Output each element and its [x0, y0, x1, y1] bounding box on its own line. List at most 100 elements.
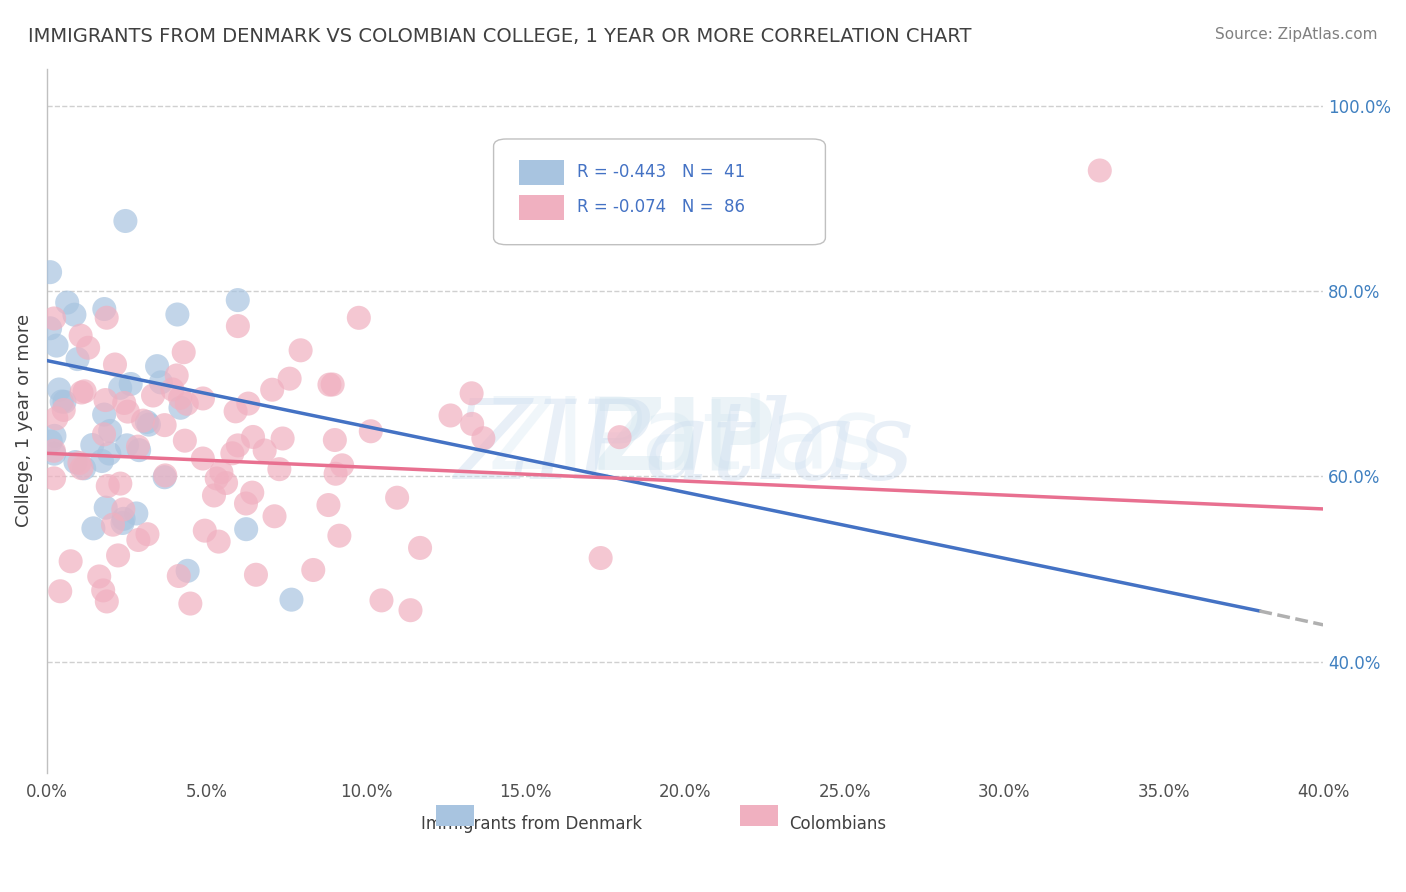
- Point: [114, 214, 136, 228]
- Point: [271, 432, 294, 446]
- Point: [70, 385, 93, 400]
- Point: [104, 358, 127, 372]
- Point: [77, 341, 100, 355]
- Point: [409, 541, 432, 555]
- Point: [73, 384, 96, 399]
- Point: [155, 468, 177, 483]
- Point: [226, 293, 249, 307]
- Point: [69, 456, 91, 470]
- Text: Immigrants from Denmark: Immigrants from Denmark: [422, 815, 643, 833]
- Point: [89, 569, 111, 583]
- Point: [221, 446, 243, 460]
- Point: [94, 500, 117, 515]
- Point: [93, 427, 115, 442]
- Point: [42, 471, 65, 485]
- Point: [93, 301, 115, 316]
- Point: [173, 434, 195, 448]
- Point: [96, 310, 118, 325]
- Point: [385, 491, 408, 505]
- Point: [167, 569, 190, 583]
- Text: IMMIGRANTS FROM DENMARK VS COLOMBIAN COLLEGE, 1 YEAR OR MORE CORRELATION CHART: IMMIGRANTS FROM DENMARK VS COLOMBIAN COL…: [28, 27, 972, 45]
- Point: [278, 372, 301, 386]
- Point: [111, 516, 134, 530]
- Point: [39, 434, 62, 449]
- Point: [73, 461, 96, 475]
- Point: [115, 438, 138, 452]
- Point: [91, 583, 114, 598]
- Point: [108, 381, 131, 395]
- Point: [153, 470, 176, 484]
- Point: [208, 534, 231, 549]
- Point: [330, 458, 353, 473]
- Text: ZIP: ZIP: [593, 393, 776, 491]
- Point: [52, 403, 75, 417]
- Point: [302, 563, 325, 577]
- Point: [97, 479, 120, 493]
- Point: [235, 522, 257, 536]
- Point: [63, 308, 86, 322]
- Point: [70, 461, 93, 475]
- Point: [318, 377, 340, 392]
- Point: [39, 321, 62, 335]
- Point: [53, 394, 76, 409]
- Text: R = -0.443   N =  41: R = -0.443 N = 41: [576, 163, 745, 181]
- Point: [98, 446, 121, 460]
- Point: [166, 368, 188, 383]
- Point: [110, 476, 132, 491]
- FancyBboxPatch shape: [436, 805, 474, 826]
- Point: [48, 383, 70, 397]
- Point: [226, 319, 249, 334]
- Point: [44, 447, 66, 461]
- Point: [323, 433, 346, 447]
- Point: [93, 408, 115, 422]
- FancyBboxPatch shape: [519, 161, 564, 185]
- Point: [42, 443, 65, 458]
- Point: [176, 397, 198, 411]
- Point: [263, 509, 285, 524]
- Text: ZIPatlas: ZIPatlas: [454, 395, 915, 503]
- Point: [439, 409, 461, 423]
- Point: [66, 352, 89, 367]
- Point: [245, 567, 267, 582]
- Point: [202, 488, 225, 502]
- Point: [120, 376, 142, 391]
- Point: [269, 462, 291, 476]
- Point: [112, 396, 135, 410]
- Point: [609, 430, 631, 444]
- Point: [460, 386, 482, 401]
- Point: [262, 383, 284, 397]
- Point: [240, 485, 263, 500]
- Y-axis label: College, 1 year or more: College, 1 year or more: [15, 314, 32, 527]
- Point: [153, 418, 176, 433]
- Point: [142, 388, 165, 402]
- Point: [209, 465, 232, 479]
- Point: [176, 564, 198, 578]
- Point: [179, 597, 201, 611]
- Point: [96, 594, 118, 608]
- Point: [226, 438, 249, 452]
- Point: [69, 328, 91, 343]
- Point: [117, 404, 139, 418]
- Point: [238, 396, 260, 410]
- Point: [191, 392, 214, 406]
- Point: [169, 391, 191, 405]
- Point: [107, 549, 129, 563]
- Point: [166, 308, 188, 322]
- Point: [325, 467, 347, 481]
- Point: [146, 359, 169, 373]
- Point: [127, 440, 149, 454]
- Point: [59, 554, 82, 568]
- Point: [112, 512, 135, 526]
- Point: [242, 430, 264, 444]
- Point: [45, 338, 67, 352]
- Point: [128, 443, 150, 458]
- Point: [253, 443, 276, 458]
- Point: [49, 584, 72, 599]
- Point: [290, 343, 312, 358]
- FancyBboxPatch shape: [740, 805, 778, 826]
- FancyBboxPatch shape: [519, 195, 564, 220]
- Point: [98, 424, 121, 438]
- Point: [45, 411, 67, 425]
- Point: [51, 394, 73, 409]
- Point: [1088, 163, 1111, 178]
